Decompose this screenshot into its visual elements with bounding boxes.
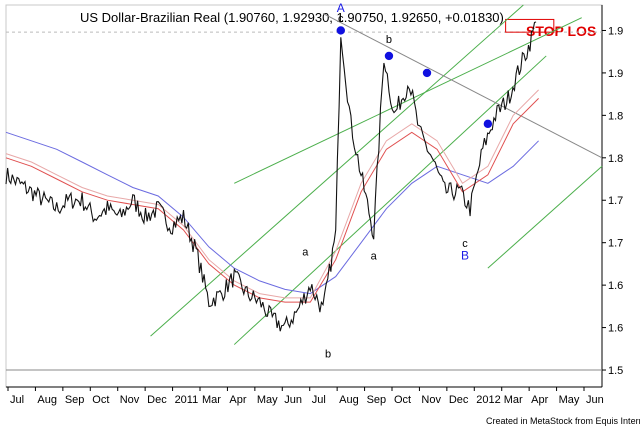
wave-markers	[336, 26, 493, 129]
x-tick-label-10: May	[257, 394, 278, 406]
x-tick-label-22: Jun	[586, 394, 604, 406]
x-tick-label-17: Dec	[449, 394, 469, 406]
x-tick-label-19: Mar	[504, 394, 523, 406]
y-tick-label-7: 1.8	[608, 110, 623, 122]
x-tick-label-1: Jul	[10, 394, 24, 406]
y-tick-label-9: 1.9	[608, 25, 623, 37]
wave-label-3: c	[338, 13, 344, 25]
x-tick-label-15: Oct	[394, 394, 411, 406]
wave-marker-1	[336, 26, 345, 35]
x-axis-ticks: Jul Aug Sep Oct Nov Dec 2011 Mar Apr May Jun Jul Aug…	[7, 387, 604, 406]
x-tick-label-3: Sep	[65, 394, 85, 406]
moving-average-line-2	[5, 98, 539, 303]
y-tick-label-3: 1.6	[608, 280, 623, 292]
x-tick-label-13: Aug	[339, 394, 359, 406]
x-tick-label-14: Sep	[367, 394, 387, 406]
trendline-1	[233, 55, 547, 345]
chart-title: US Dollar-Brazilian Real (1.90760, 1.929…	[80, 10, 504, 25]
x-tick-label-9: Apr	[229, 394, 246, 406]
y-tick-label-1: 1.5	[608, 365, 623, 377]
y-tick-label-2: 1.6	[608, 323, 623, 335]
reference-lines	[6, 18, 602, 371]
x-tick-label-18: 2012	[476, 394, 500, 406]
wave-marker-3	[422, 68, 432, 78]
x-tick-label-4: Oct	[92, 394, 109, 406]
y-tick-label-5: 1.7	[608, 195, 623, 207]
wave-label-5: b	[386, 34, 392, 46]
moving-averages	[5, 89, 539, 303]
y-tick-label-4: 1.7	[608, 238, 623, 250]
y-tick-label-6: 1.8	[608, 153, 623, 165]
wave-label-1: a	[302, 246, 309, 258]
x-tick-label-16: Nov	[421, 394, 441, 406]
stop-loss-label: STOP LOS	[526, 23, 596, 39]
trendline-3	[234, 17, 582, 184]
wave-major-label-1: A	[337, 1, 345, 15]
trendline-channels	[150, 4, 603, 345]
price-bars-path	[5, 21, 537, 332]
y-axis-ticks: 1.5 1.6 1.6 1.7 1.7 1.8 1.8 1.9 1.9	[602, 25, 623, 377]
trendline-4	[487, 165, 603, 269]
stop-loss-box	[505, 18, 555, 33]
wave-label-2: b	[325, 348, 331, 360]
price-bars	[5, 21, 537, 332]
x-tick-label-12: Jul	[312, 394, 326, 406]
x-tick-label-20: Apr	[531, 394, 548, 406]
x-tick-label-5: Nov	[120, 394, 140, 406]
y-tick-label-8: 1.9	[608, 68, 623, 80]
x-tick-label-11: Jun	[284, 394, 302, 406]
x-tick-label-2: Aug	[37, 394, 57, 406]
wave-marker-4	[483, 119, 493, 129]
wave-marker-2	[384, 51, 394, 61]
chart-credit: Created in MetaStock from Equis Internat…	[486, 416, 640, 426]
wave-label-4: a	[371, 251, 378, 263]
x-tick-label-8: Mar	[202, 394, 221, 406]
wave-major-label-2: B	[461, 249, 469, 263]
x-tick-label-7: 2011	[175, 394, 199, 406]
x-tick-label-6: Dec	[147, 394, 167, 406]
x-tick-label-21: May	[559, 394, 580, 406]
trendline-5	[322, 13, 603, 159]
wave-label-6: c	[462, 238, 468, 250]
moving-average-line-3	[5, 89, 539, 299]
